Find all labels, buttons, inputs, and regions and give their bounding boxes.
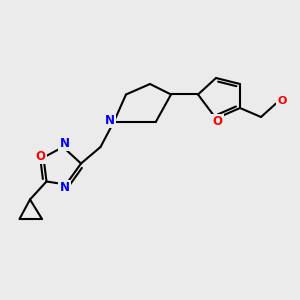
Text: O: O xyxy=(35,149,46,163)
Text: O: O xyxy=(277,96,287,106)
Text: N: N xyxy=(59,137,70,150)
Text: N: N xyxy=(59,181,70,194)
Text: N: N xyxy=(104,113,115,127)
Text: O: O xyxy=(212,115,223,128)
